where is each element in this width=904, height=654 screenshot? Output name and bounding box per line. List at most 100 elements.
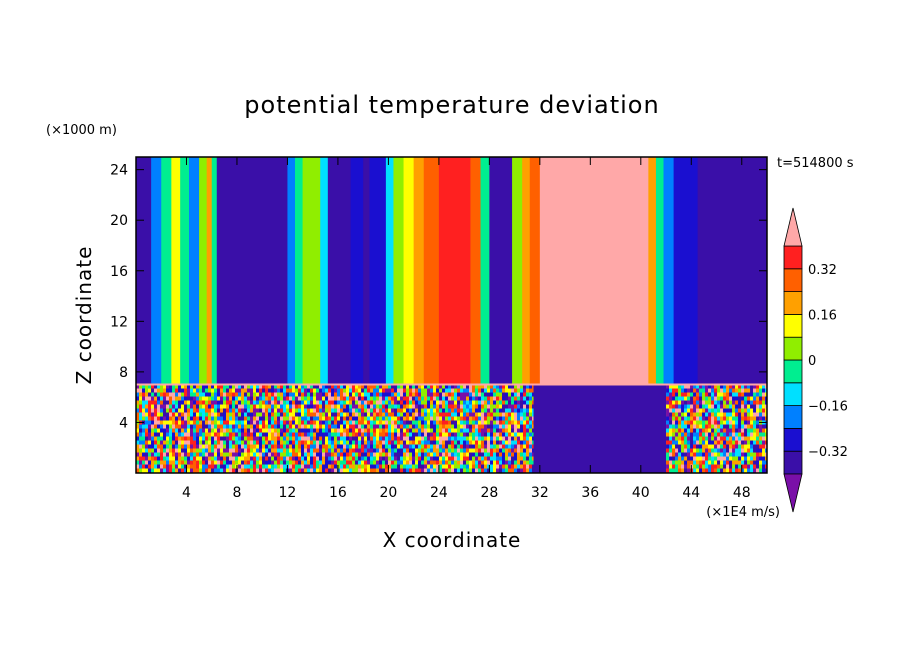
turbulence-cell (220, 392, 224, 397)
turbulence-cell (517, 444, 521, 449)
turbulence-cell (451, 392, 455, 397)
turbulence-cell (166, 400, 170, 405)
turbulence-cell (729, 464, 733, 469)
turbulence-cell (732, 464, 736, 469)
turbulence-cell (406, 416, 410, 421)
turbulence-cell (160, 468, 164, 473)
turbulence-cell (511, 424, 515, 429)
turbulence-cell (693, 416, 697, 421)
turbulence-cell (361, 388, 365, 393)
turbulence-cell (181, 420, 185, 425)
turbulence-cell (331, 448, 335, 453)
turbulence-cell (235, 460, 239, 465)
turbulence-cell (175, 400, 179, 405)
x-tick-label: 36 (581, 485, 599, 501)
colorbar-band (783, 313, 803, 338)
turbulence-cell (717, 444, 721, 449)
turbulence-cell (490, 396, 494, 401)
turbulence-cell (669, 428, 673, 433)
turbulence-cell (319, 416, 323, 421)
turbulence-cell (250, 392, 254, 397)
turbulence-cell (319, 392, 323, 397)
turbulence-cell (427, 420, 431, 425)
turbulence-cell (457, 388, 461, 393)
turbulence-cell (271, 468, 275, 473)
turbulence-cell (502, 384, 506, 389)
turbulence-cell (217, 396, 221, 401)
turbulence-cell (202, 440, 206, 445)
turbulence-cell (490, 392, 494, 397)
turbulence-cell (337, 416, 341, 421)
turbulence-cell (454, 452, 458, 457)
turbulence-cell (430, 452, 434, 457)
turbulence-cell (304, 440, 308, 445)
turbulence-cell (367, 432, 371, 437)
turbulence-cell (415, 388, 419, 393)
turbulence-cell (259, 416, 263, 421)
turbulence-cell (690, 432, 694, 437)
turbulence-cell (301, 460, 305, 465)
turbulence-cell (376, 396, 380, 401)
turbulence-cell (684, 384, 688, 389)
turbulence-cell (217, 400, 221, 405)
turbulence-cell (427, 388, 431, 393)
turbulence-cell (280, 392, 284, 397)
turbulence-cell (708, 440, 712, 445)
turbulence-cell (451, 452, 455, 457)
turbulence-cell (705, 408, 709, 413)
turbulence-cell (481, 428, 485, 433)
turbulence-cell (412, 440, 416, 445)
turbulence-cell (151, 392, 155, 397)
turbulence-cell (526, 448, 530, 453)
turbulence-cell (433, 408, 437, 413)
turbulence-cell (211, 448, 215, 453)
turbulence-cell (747, 412, 751, 417)
turbulence-cell (304, 448, 308, 453)
turbulence-cell (729, 452, 733, 457)
turbulence-cell (364, 432, 368, 437)
turbulence-cell (669, 424, 673, 429)
turbulence-cell (711, 420, 715, 425)
turbulence-cell (463, 448, 467, 453)
turbulence-cell (741, 416, 745, 421)
turbulence-cell (430, 412, 434, 417)
turbulence-cell (385, 392, 389, 397)
turbulence-cell (747, 424, 751, 429)
turbulence-cell (451, 448, 455, 453)
turbulence-cell (205, 464, 209, 469)
turbulence-cell (469, 384, 473, 389)
turbulence-cell (322, 416, 326, 421)
turbulence-cell (238, 400, 242, 405)
turbulence-cell (301, 384, 305, 389)
turbulence-cell (259, 424, 263, 429)
turbulence-cell (286, 444, 290, 449)
turbulence-cell (352, 424, 356, 429)
turbulence-cell (403, 392, 407, 397)
turbulence-cell (370, 424, 374, 429)
turbulence-cell (699, 396, 703, 401)
turbulence-cell (418, 456, 422, 461)
turbulence-cell (511, 460, 515, 465)
turbulence-cell (160, 440, 164, 445)
turbulence-cell (250, 436, 254, 441)
turbulence-cell (460, 452, 464, 457)
turbulence-cell (181, 452, 185, 457)
turbulence-cell (244, 436, 248, 441)
turbulence-cell (322, 424, 326, 429)
turbulence-cell (190, 420, 194, 425)
turbulence-cell (729, 396, 733, 401)
turbulence-cell (196, 444, 200, 449)
turbulence-cell (328, 452, 332, 457)
turbulence-cell (385, 456, 389, 461)
turbulence-cell (448, 432, 452, 437)
turbulence-cell (666, 388, 670, 393)
turbulence-cell (361, 396, 365, 401)
turbulence-cell (235, 432, 239, 437)
y-axis-title: Z coordinate (72, 246, 96, 385)
turbulence-cell (675, 464, 679, 469)
turbulence-cell (241, 468, 245, 473)
turbulence-cell (747, 408, 751, 413)
turbulence-cell (738, 444, 742, 449)
turbulence-cell (334, 404, 338, 409)
turbulence-cell (289, 460, 293, 465)
